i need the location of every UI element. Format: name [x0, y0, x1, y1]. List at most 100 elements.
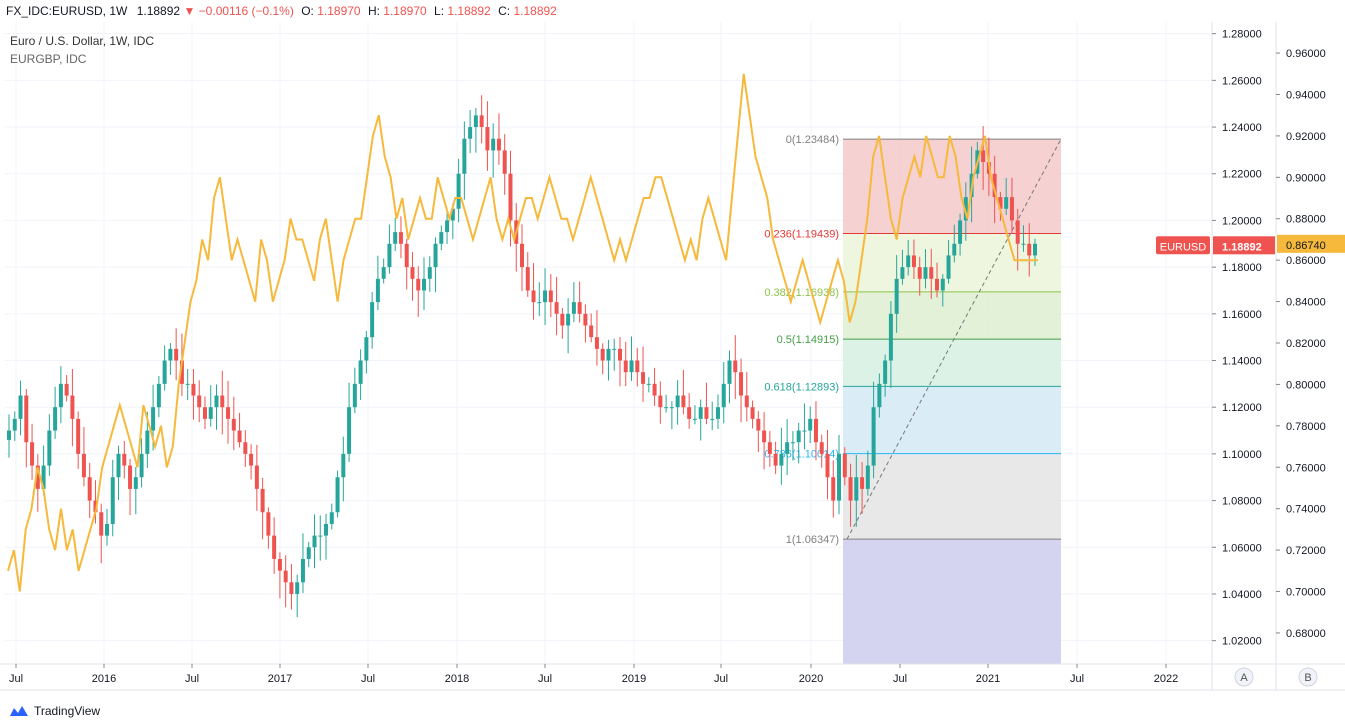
candle-body [888, 313, 893, 361]
candle-body [641, 372, 646, 384]
candle-body [24, 395, 29, 443]
candle-body [110, 477, 115, 524]
brand-footer[interactable]: TradingView [8, 702, 100, 720]
price-tick-label: 1.12000 [1222, 402, 1262, 414]
candle-body [837, 453, 842, 501]
candle-body [58, 383, 63, 408]
candle-body [554, 302, 559, 314]
candle-body [560, 313, 565, 326]
compare-tick-label: 0.70000 [1286, 587, 1326, 599]
candle-body [277, 558, 282, 571]
candle-body [122, 453, 127, 466]
time-tick-label: Jul [9, 673, 23, 685]
candle-body [381, 267, 386, 279]
candle-body [785, 442, 790, 454]
scale-button-label: B [1304, 672, 1311, 684]
time-tick-label: 2017 [268, 673, 292, 685]
candle-body [208, 407, 213, 419]
scale-button-label: A [1240, 672, 1248, 684]
candle-body [168, 348, 173, 361]
main-series-legend[interactable]: Euro / U.S. Dollar, 1W, IDC [10, 34, 155, 48]
candle-body [963, 197, 968, 221]
time-tick-label: 2021 [976, 673, 1000, 685]
candle-body [1027, 243, 1032, 256]
open-value: 1.18970 [317, 4, 361, 18]
compare-tick-label: 0.94000 [1286, 89, 1326, 101]
candle-body [41, 465, 46, 489]
candle-body [842, 453, 847, 478]
candle-body [214, 395, 219, 408]
low-value: 1.18892 [447, 4, 491, 18]
candle-body [485, 127, 490, 151]
symbol-name-tag-label: EURUSD [1160, 241, 1207, 253]
candle-body [871, 407, 876, 466]
price-tick-label: 1.18000 [1222, 262, 1262, 274]
open-label: O: [301, 4, 314, 18]
compare-series-legend[interactable]: EURGBP, IDC [10, 52, 87, 66]
fib-level-label: 0.382(1.16938) [764, 287, 839, 299]
candle-body [721, 383, 726, 408]
candle-body [715, 407, 720, 419]
price-tick-label: 1.02000 [1222, 636, 1262, 648]
candle-body [808, 418, 813, 431]
candle-body [831, 477, 836, 501]
candle-body [53, 407, 58, 431]
candle-body [295, 582, 300, 594]
candle-body [18, 395, 23, 419]
candle-body [981, 150, 986, 163]
candle-body [375, 278, 380, 303]
candle-body [860, 477, 865, 489]
fib-level-label: 0(1.23484) [786, 134, 839, 146]
candle-body [675, 395, 680, 408]
candle-body [600, 348, 605, 361]
candle-body [612, 348, 617, 350]
candle-body [104, 523, 109, 536]
candle-body [646, 383, 651, 385]
candle-body [329, 512, 334, 524]
candle-body [520, 243, 524, 268]
candle-body [312, 535, 317, 548]
compare-series-line [7, 73, 1038, 592]
candle-body [352, 383, 357, 408]
close-value: 1.18892 [513, 4, 557, 18]
candle-body [12, 418, 17, 431]
candle-body [1009, 197, 1014, 221]
candle-body [762, 430, 767, 443]
symbol-title[interactable]: FX_IDC:EURUSD, 1W [6, 4, 128, 18]
candle-body [197, 395, 202, 408]
candle-body [404, 243, 409, 268]
fib-zone [843, 139, 1061, 234]
candle-body [756, 418, 761, 431]
time-tick-label: 2018 [445, 673, 469, 685]
price-tick-label: 1.14000 [1222, 356, 1262, 368]
scale-button[interactable] [1298, 667, 1318, 687]
candle-body [479, 115, 484, 128]
candle-body [958, 220, 963, 244]
compare-tick-label: 0.84000 [1286, 297, 1326, 309]
candle-body [300, 558, 305, 583]
candle-body [226, 407, 231, 419]
candle-body [145, 430, 150, 454]
candle-body [508, 173, 513, 221]
price-tick-label: 1.24000 [1222, 122, 1262, 134]
candle-body [623, 360, 628, 373]
compare-tick-label: 0.96000 [1286, 48, 1326, 60]
candle-body [692, 418, 697, 420]
time-tick-label: Jul [538, 673, 552, 685]
time-tick-label: Jul [185, 673, 199, 685]
candle-body [450, 208, 455, 221]
candle-body [289, 582, 294, 594]
candle-body [433, 243, 438, 268]
candle-body [773, 453, 778, 466]
candle-body [877, 383, 882, 408]
scale-button[interactable] [1234, 667, 1254, 687]
candle-body [272, 535, 277, 559]
candle-body [525, 267, 530, 291]
candle-body [744, 395, 749, 408]
candle-body [491, 138, 496, 151]
fib-zone [843, 291, 1061, 340]
candle-body [669, 407, 674, 409]
candle-body [370, 302, 375, 338]
candle-body [577, 302, 582, 314]
